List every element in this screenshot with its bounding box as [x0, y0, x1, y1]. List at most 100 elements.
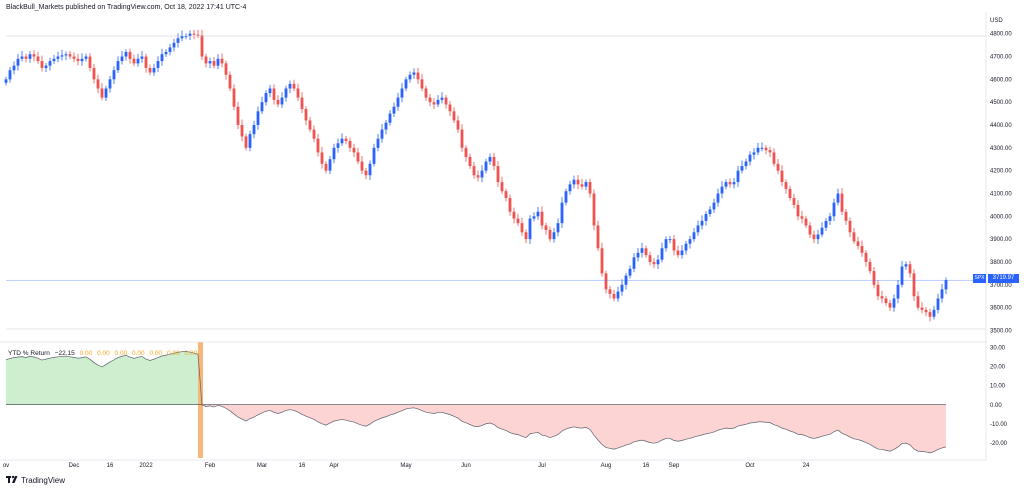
candle-body: [576, 179, 580, 185]
candle-body: [824, 220, 828, 228]
candle-body: [932, 309, 936, 317]
candle-body: [512, 211, 516, 219]
time-tick-label: 16: [299, 463, 306, 469]
candle-body: [296, 88, 300, 98]
candle-body: [68, 54, 72, 57]
candle-body: [4, 79, 8, 83]
candle-body: [892, 298, 896, 308]
candle-body: [220, 58, 224, 64]
candle-body: [92, 67, 96, 80]
candle-body: [724, 182, 728, 187]
candle-body: [760, 147, 764, 149]
positive-return-area: [6, 351, 198, 405]
time-tick-label: Sep: [669, 463, 680, 469]
candle-body: [800, 216, 804, 219]
candle-body: [264, 93, 268, 103]
candle-body: [172, 42, 176, 48]
candle-body: [372, 147, 376, 164]
indicator-zero-3: 0.00: [114, 350, 128, 357]
candle-body: [704, 214, 708, 221]
candle-body: [528, 218, 532, 240]
candle-body: [856, 241, 860, 246]
indicator-name: YTD % Return: [8, 350, 50, 357]
candle-body: [480, 170, 484, 178]
candle-body: [716, 193, 720, 203]
candle-body: [356, 152, 360, 162]
candle-body: [368, 163, 372, 176]
candle-body: [864, 252, 868, 262]
candle-body: [712, 202, 716, 210]
time-tick-label: May: [400, 463, 411, 469]
candle-body: [488, 156, 492, 162]
candle-body: [832, 202, 836, 217]
candle-body: [812, 234, 816, 240]
candle-body: [300, 97, 304, 110]
candle-body: [612, 293, 616, 299]
return-tick-label: 30.00: [990, 346, 1006, 352]
candle-body: [340, 138, 344, 144]
candle-body: [396, 97, 400, 107]
return-tick-label: -20.00: [990, 441, 1008, 447]
candle-body: [580, 184, 584, 187]
candle-body: [660, 248, 664, 260]
candle-body: [588, 182, 592, 194]
candle-body: [656, 259, 660, 265]
candle-body: [888, 303, 892, 308]
candle-body: [696, 225, 700, 233]
symbol-badge: SPX: [973, 274, 986, 283]
candle-body: [564, 191, 568, 203]
footer-brand: TradingView: [21, 476, 66, 485]
return-tick-label: 0.00: [990, 403, 1002, 409]
candle-body: [804, 218, 808, 226]
candle-body: [648, 255, 652, 262]
candle-body: [204, 56, 208, 64]
candle-body: [332, 147, 336, 160]
candle-body: [880, 296, 884, 299]
candle-body: [500, 182, 504, 192]
candle-body: [44, 65, 48, 68]
candle-body: [420, 79, 424, 89]
candle-body: [476, 175, 480, 178]
candle-body: [448, 104, 452, 112]
price-pane[interactable]: [4, 29, 986, 322]
tradingview-footer[interactable]: TradingView: [6, 475, 65, 485]
time-tick-label: 16: [107, 463, 114, 469]
candle-body: [40, 61, 44, 68]
candle-body: [280, 97, 284, 105]
indicator-legend[interactable]: YTD % Return −22.15 0.00 0.00 0.00 0.00 …: [8, 350, 197, 357]
candle-body: [592, 193, 596, 226]
candle-body: [544, 225, 548, 230]
time-tick-label: 16: [643, 463, 650, 469]
price-tick-label: 4000.00: [990, 214, 1012, 220]
candle-body: [412, 72, 416, 75]
candle-body: [192, 33, 196, 35]
candle-body: [632, 257, 636, 269]
candle-body: [132, 58, 136, 64]
time-tick-label: ov: [3, 463, 9, 469]
candle-body: [228, 74, 232, 89]
candle-body: [628, 268, 632, 276]
candle-body: [276, 99, 280, 105]
candle-body: [720, 186, 724, 194]
candle-body: [232, 88, 236, 107]
candle-body: [404, 79, 408, 89]
candle-body: [436, 99, 440, 105]
time-tick-label: 2022: [139, 463, 153, 469]
return-pane[interactable]: [5, 342, 947, 458]
candle-body: [240, 125, 244, 137]
candle-body: [56, 56, 60, 59]
axes: USD 3500.00 3600.00 3700.00 3800.00 3900.00 40…: [0, 12, 1012, 469]
candle-body: [508, 198, 512, 212]
candle-body: [344, 138, 348, 141]
candle-body: [152, 67, 156, 73]
candle-body: [248, 134, 252, 148]
candle-body: [160, 54, 164, 62]
candle-body: [688, 239, 692, 244]
candle-body: [16, 58, 20, 66]
candle-body: [244, 136, 248, 148]
candle-body: [484, 161, 488, 171]
candle-body: [80, 58, 84, 62]
candle-body: [936, 298, 940, 310]
candle-body: [616, 291, 620, 299]
